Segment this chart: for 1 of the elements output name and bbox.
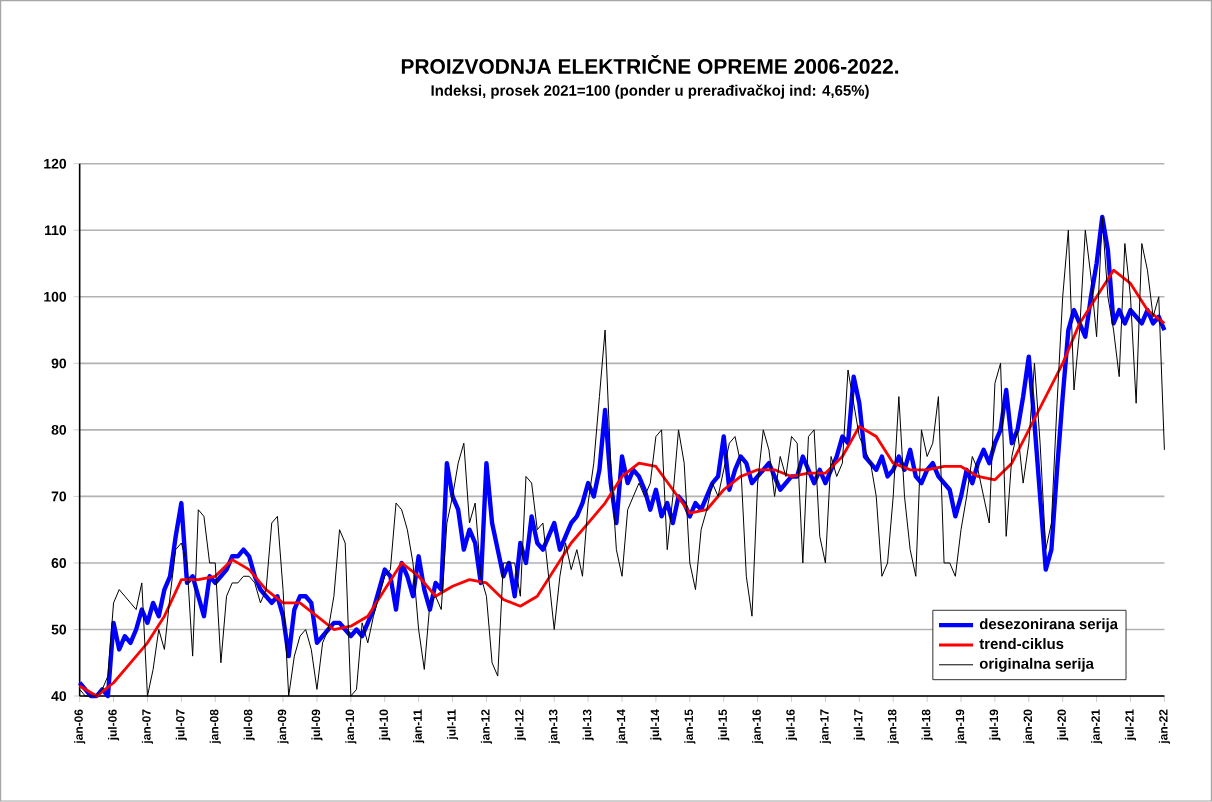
- chart-title: PROIZVODNJA ELEKTRIČNE OPREME 2006-2022.: [401, 55, 899, 74]
